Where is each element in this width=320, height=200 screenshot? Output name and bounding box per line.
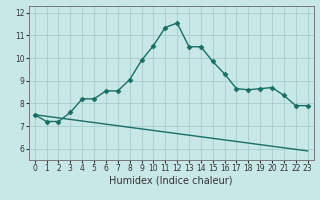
X-axis label: Humidex (Indice chaleur): Humidex (Indice chaleur) [109, 176, 233, 186]
